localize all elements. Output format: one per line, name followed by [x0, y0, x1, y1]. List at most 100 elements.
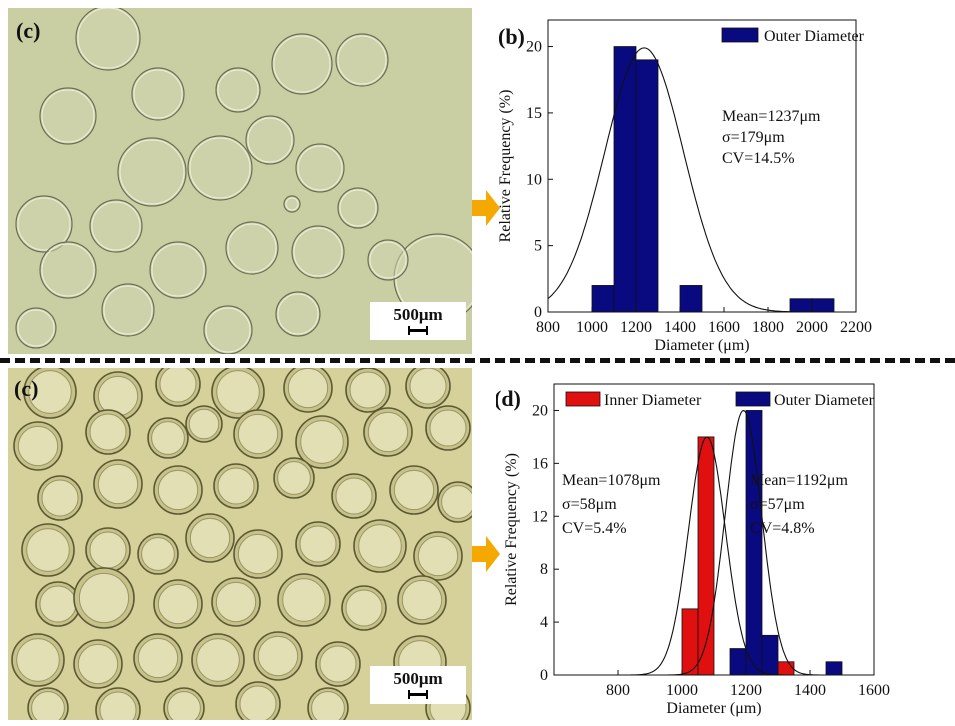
stat-cv: CV=14.5%: [722, 150, 795, 167]
droplet: [89, 199, 143, 253]
droplet: [413, 531, 463, 581]
x-tick-label: 1600: [858, 682, 890, 699]
droplet: [215, 67, 261, 113]
legend-label-outer: Outer Diameter: [764, 28, 865, 45]
chart-d: 800 1000 1200 1400 1600 0 4 8 12 16 20 Diameter (…: [496, 383, 890, 717]
stat-mean-inner: Mean=1078μm: [562, 472, 661, 489]
droplet: [85, 527, 131, 573]
scale-bar-bottom: [408, 690, 428, 699]
droplet: [191, 633, 245, 687]
x-axis-label: Diameter (μm): [654, 337, 749, 354]
histogram-bar: [635, 59, 659, 313]
y-tick-label: 5: [534, 238, 542, 255]
x-tick-label: 800: [536, 319, 560, 336]
droplet: [149, 241, 207, 299]
x-tick-label: 2000: [796, 319, 828, 336]
droplet: [397, 575, 447, 625]
droplet: [213, 463, 259, 509]
stat-sigma-inner: σ=58μm: [562, 496, 617, 513]
droplet: [39, 87, 97, 145]
legend-label-outer: Outer Diameter: [774, 392, 875, 409]
stat-sigma-outer: σ=57μm: [750, 496, 805, 513]
y-axis-label: Relative Frequency (%): [503, 453, 520, 606]
droplet: [133, 633, 183, 683]
droplet: [275, 291, 321, 337]
droplet: [367, 239, 409, 281]
x-tick-label: 1800: [752, 319, 784, 336]
arrow-right-icon: [472, 536, 500, 572]
droplet: [11, 633, 65, 687]
micrograph-bottom: (c) 500μm: [8, 368, 472, 720]
panel-label-c-top: (c): [16, 18, 41, 43]
droplet: [277, 573, 331, 627]
droplet: [185, 513, 235, 563]
droplet: [95, 687, 141, 720]
arrow-right-icon: [472, 190, 500, 226]
droplet: [21, 523, 75, 577]
droplet: [27, 687, 69, 720]
y-tick-label: 4: [540, 614, 548, 631]
droplet: [307, 687, 349, 720]
droplet: [335, 33, 389, 87]
droplet: [153, 579, 203, 629]
legend-swatch-outer: [735, 391, 771, 407]
droplet: [245, 115, 295, 165]
dashed-divider: [0, 358, 955, 363]
chart-b: 800 1000 1200 1400 1600 1800 2000 2200 0 5 10 15 20…: [497, 19, 872, 354]
droplet: [93, 371, 143, 421]
stat-cv-outer: CV=4.8%: [750, 520, 815, 537]
histogram-bar: [613, 46, 637, 313]
x-axis-label: Diameter (μm): [666, 700, 761, 717]
droplet: [211, 368, 265, 419]
droplet: [425, 405, 471, 451]
y-tick-label: 12: [532, 508, 548, 525]
x-tick-label: 2200: [840, 319, 872, 336]
droplet: [73, 567, 135, 629]
droplet: [235, 681, 281, 720]
histogram-bar: [697, 436, 715, 676]
droplet: [73, 639, 123, 689]
histogram-bar: [811, 298, 835, 313]
y-tick-label: 0: [534, 304, 542, 321]
legend-label-inner: Inner Diameter: [604, 392, 702, 409]
droplet: [155, 368, 201, 407]
x-tick-label: 1200: [730, 682, 762, 699]
droplet: [75, 8, 141, 71]
droplet: [101, 283, 155, 337]
droplet: [363, 407, 413, 457]
histogram-bar: [729, 648, 747, 676]
droplet: [131, 67, 185, 121]
droplet: [15, 307, 57, 349]
histogram-bar: [679, 285, 703, 313]
droplet: [13, 421, 63, 471]
droplet: [153, 465, 203, 515]
legend-swatch-outer: [721, 27, 759, 43]
histogram-bar: [591, 285, 615, 313]
droplet: [345, 368, 391, 413]
scale-bar-box-bottom: 500μm: [370, 666, 466, 704]
y-tick-label: 15: [526, 105, 542, 122]
panel-label-b: (b): [498, 24, 525, 49]
droplet: [405, 368, 451, 409]
histogram-bar: [825, 661, 843, 676]
micrograph-bottom-image: [8, 368, 472, 720]
micrograph-top-image: [8, 8, 472, 354]
droplet: [37, 475, 83, 521]
droplet: [187, 135, 253, 201]
droplet: [253, 631, 303, 681]
x-tick-label: 1000: [576, 319, 608, 336]
droplet: [225, 221, 279, 275]
gaussian-fit-curve: [547, 47, 856, 313]
plot-frame: [547, 19, 857, 313]
histogram-bar: [761, 634, 779, 676]
x-tick-label: 1200: [620, 319, 652, 336]
droplet: [273, 457, 315, 499]
droplet: [203, 305, 253, 354]
y-axis-label: Relative Frequency (%): [497, 90, 514, 243]
droplet: [295, 415, 349, 469]
droplet: [291, 225, 345, 279]
droplet: [15, 195, 73, 253]
droplet: [23, 368, 77, 419]
droplet: [163, 687, 205, 720]
x-tick-label: 800: [606, 682, 630, 699]
